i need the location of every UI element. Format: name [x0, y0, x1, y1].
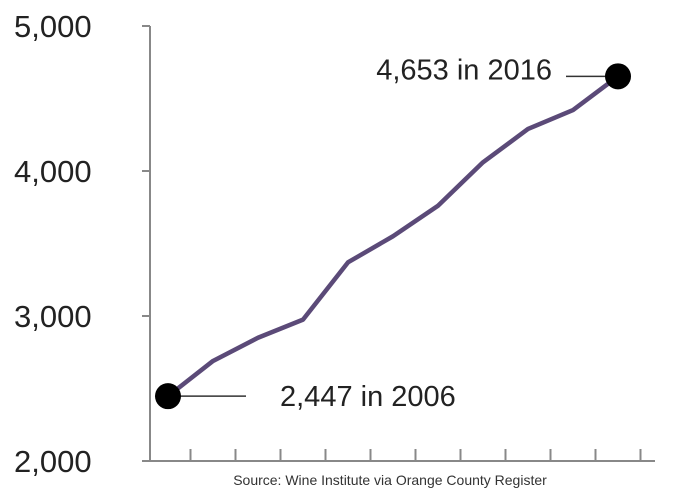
y-axis-ticks: 2,000 3,000 4,000 5,000 — [14, 9, 150, 479]
y-tick-label: 3,000 — [14, 299, 92, 334]
x-axis-ticks — [189, 449, 642, 461]
annotation-marker — [605, 63, 631, 90]
annotation-label: 2,447 in 2006 — [280, 381, 456, 413]
y-tick-label: 2,000 — [14, 444, 92, 479]
annotation-label: 4,653 in 2016 — [376, 54, 552, 86]
annotations-layer: 2,447 in 2006 4,653 in 2016 — [155, 54, 631, 413]
y-tick-label: 4,000 — [14, 154, 92, 189]
annotation-marker — [155, 383, 181, 410]
series-line — [165, 74, 621, 399]
series-layer — [165, 74, 621, 399]
source-note: Source: Wine Institute via Orange County… — [233, 472, 547, 488]
y-tick-label: 5,000 — [14, 9, 92, 44]
axes — [149, 26, 655, 462]
